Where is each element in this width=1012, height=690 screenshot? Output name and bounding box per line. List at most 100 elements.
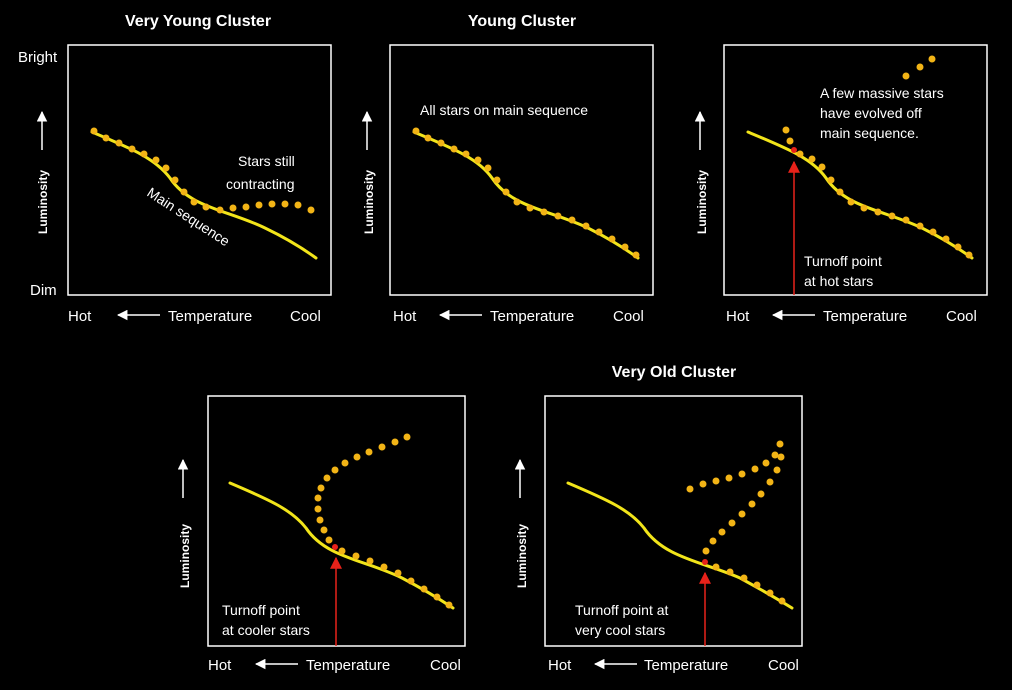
annotation-line: main sequence. (820, 125, 919, 141)
stars-giant-branch (314, 433, 411, 544)
star-dot (420, 585, 428, 593)
star-dot (140, 150, 148, 158)
luminosity-label: Luminosity (515, 524, 529, 588)
cool-label: Cool (290, 308, 321, 325)
star-dot (582, 222, 590, 230)
star-dot (702, 547, 710, 555)
star-dot (331, 466, 339, 474)
star-dot (632, 251, 640, 259)
star-dot (180, 188, 188, 196)
stars-horizontal-branch (686, 440, 784, 493)
luminosity-label: Luminosity (695, 170, 709, 234)
star-dot (757, 490, 765, 498)
star-dot (686, 485, 694, 493)
star-dot (916, 63, 924, 71)
star-dot (474, 156, 482, 164)
temperature-label: Temperature (644, 657, 728, 674)
panel-title: Young Cluster (468, 13, 576, 30)
star-dot (323, 474, 331, 482)
stars-main-sequence (412, 127, 640, 259)
star-dot (786, 137, 794, 145)
star-dot (777, 453, 785, 461)
star-dot (171, 176, 179, 184)
star-dot (860, 204, 868, 212)
star-dot (766, 589, 774, 597)
panel-very-old-cluster: Very Old Cluster Luminosity Hot Temperat… (514, 364, 803, 674)
plot-frame (67, 44, 332, 296)
temperature-label: Temperature (490, 308, 574, 325)
star-dot (433, 593, 441, 601)
star-dot (836, 188, 844, 196)
star-dot (916, 222, 924, 230)
star-dot (437, 139, 445, 147)
star-dot (554, 212, 562, 220)
star-dot (502, 188, 510, 196)
star-dot (255, 201, 263, 209)
star-dot (162, 164, 170, 172)
star-dot (776, 440, 784, 448)
star-dot (771, 451, 779, 459)
star-dot (766, 478, 774, 486)
luminosity-label: Luminosity (36, 170, 50, 234)
stars-evolved (782, 55, 936, 145)
star-dot (929, 228, 937, 236)
star-dot (740, 574, 748, 582)
star-dot (391, 438, 399, 446)
star-dot (954, 243, 962, 251)
panel-title: Very Old Cluster (612, 364, 737, 381)
main-sequence-curve (746, 130, 974, 260)
star-dot (874, 208, 882, 216)
temperature-label: Temperature (823, 308, 907, 325)
star-dot (202, 203, 210, 211)
star-dot (738, 470, 746, 478)
star-dot (378, 443, 386, 451)
hot-label: Hot (548, 657, 572, 674)
star-dot (902, 216, 910, 224)
star-dot (928, 55, 936, 63)
star-dot (320, 526, 328, 534)
hot-label: Hot (208, 657, 232, 674)
star-dot (942, 235, 950, 243)
star-dot (738, 510, 746, 518)
star-dot (709, 537, 717, 545)
star-dot (317, 484, 325, 492)
star-dot (818, 163, 826, 171)
star-dot (751, 465, 759, 473)
panel-title: Very Young Cluster (125, 13, 271, 30)
star-dot (128, 145, 136, 153)
star-dot (353, 453, 361, 461)
hot-label: Hot (393, 308, 417, 325)
turnoff-label: very cool stars (575, 622, 665, 638)
star-dot (314, 494, 322, 502)
star-dot (341, 459, 349, 467)
star-dot (316, 516, 324, 524)
cool-label: Cool (430, 657, 461, 674)
star-dot (115, 139, 123, 147)
star-dot (699, 480, 707, 488)
turnoff-label: Turnoff point at (575, 602, 669, 618)
star-dot (190, 198, 198, 206)
turnoff-point (332, 544, 338, 550)
turnoff-point (702, 559, 708, 565)
star-dot (314, 505, 322, 513)
star-dot (778, 597, 786, 605)
star-dot (365, 448, 373, 456)
star-dot (728, 519, 736, 527)
star-dot (412, 127, 420, 135)
plot-frame (389, 44, 654, 296)
star-dot (152, 156, 160, 164)
turnoff-label: at hot stars (804, 273, 873, 289)
annotation-line: All stars on main sequence (420, 102, 588, 118)
star-dot (726, 568, 734, 576)
star-dot (827, 176, 835, 184)
panel-turnoff-hot: Luminosity Hot Temperature Cool A few ma… (694, 44, 988, 325)
star-dot (462, 150, 470, 158)
star-dot (380, 563, 388, 571)
star-dot (493, 176, 501, 184)
star-dot (608, 235, 616, 243)
main-sequence-curve (566, 481, 794, 610)
star-dot (216, 206, 224, 214)
star-dot (748, 500, 756, 508)
star-dot (718, 528, 726, 536)
hot-label: Hot (68, 308, 92, 325)
